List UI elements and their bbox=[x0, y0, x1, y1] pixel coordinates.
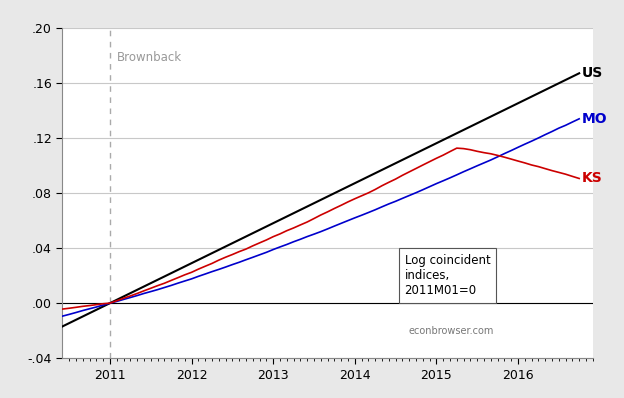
Text: econbrowser.com: econbrowser.com bbox=[408, 326, 494, 336]
Text: KS: KS bbox=[582, 172, 602, 185]
Text: US: US bbox=[582, 66, 603, 80]
Text: MO: MO bbox=[582, 112, 607, 126]
Text: Log coincident
indices,
2011M01=0: Log coincident indices, 2011M01=0 bbox=[404, 254, 490, 297]
Text: Brownback: Brownback bbox=[117, 51, 182, 64]
